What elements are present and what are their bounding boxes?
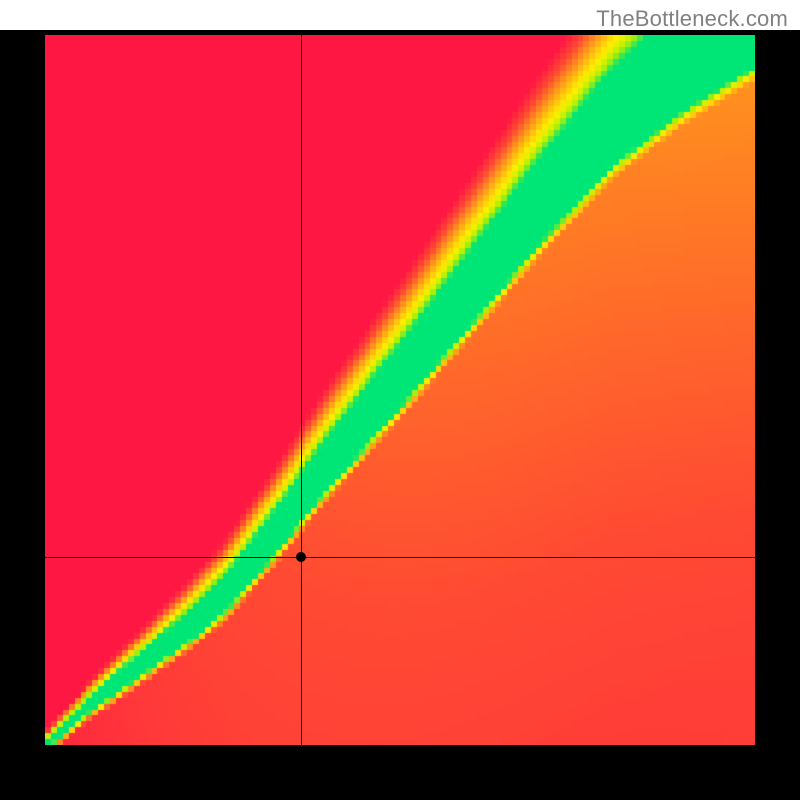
chart-outer-frame	[0, 30, 800, 800]
watermark-text: TheBottleneck.com	[596, 6, 788, 32]
heatmap-plot-area	[45, 35, 755, 745]
crosshair-horizontal	[45, 557, 755, 558]
marker-dot	[296, 552, 306, 562]
heatmap-canvas	[45, 35, 755, 745]
crosshair-vertical	[301, 35, 302, 745]
